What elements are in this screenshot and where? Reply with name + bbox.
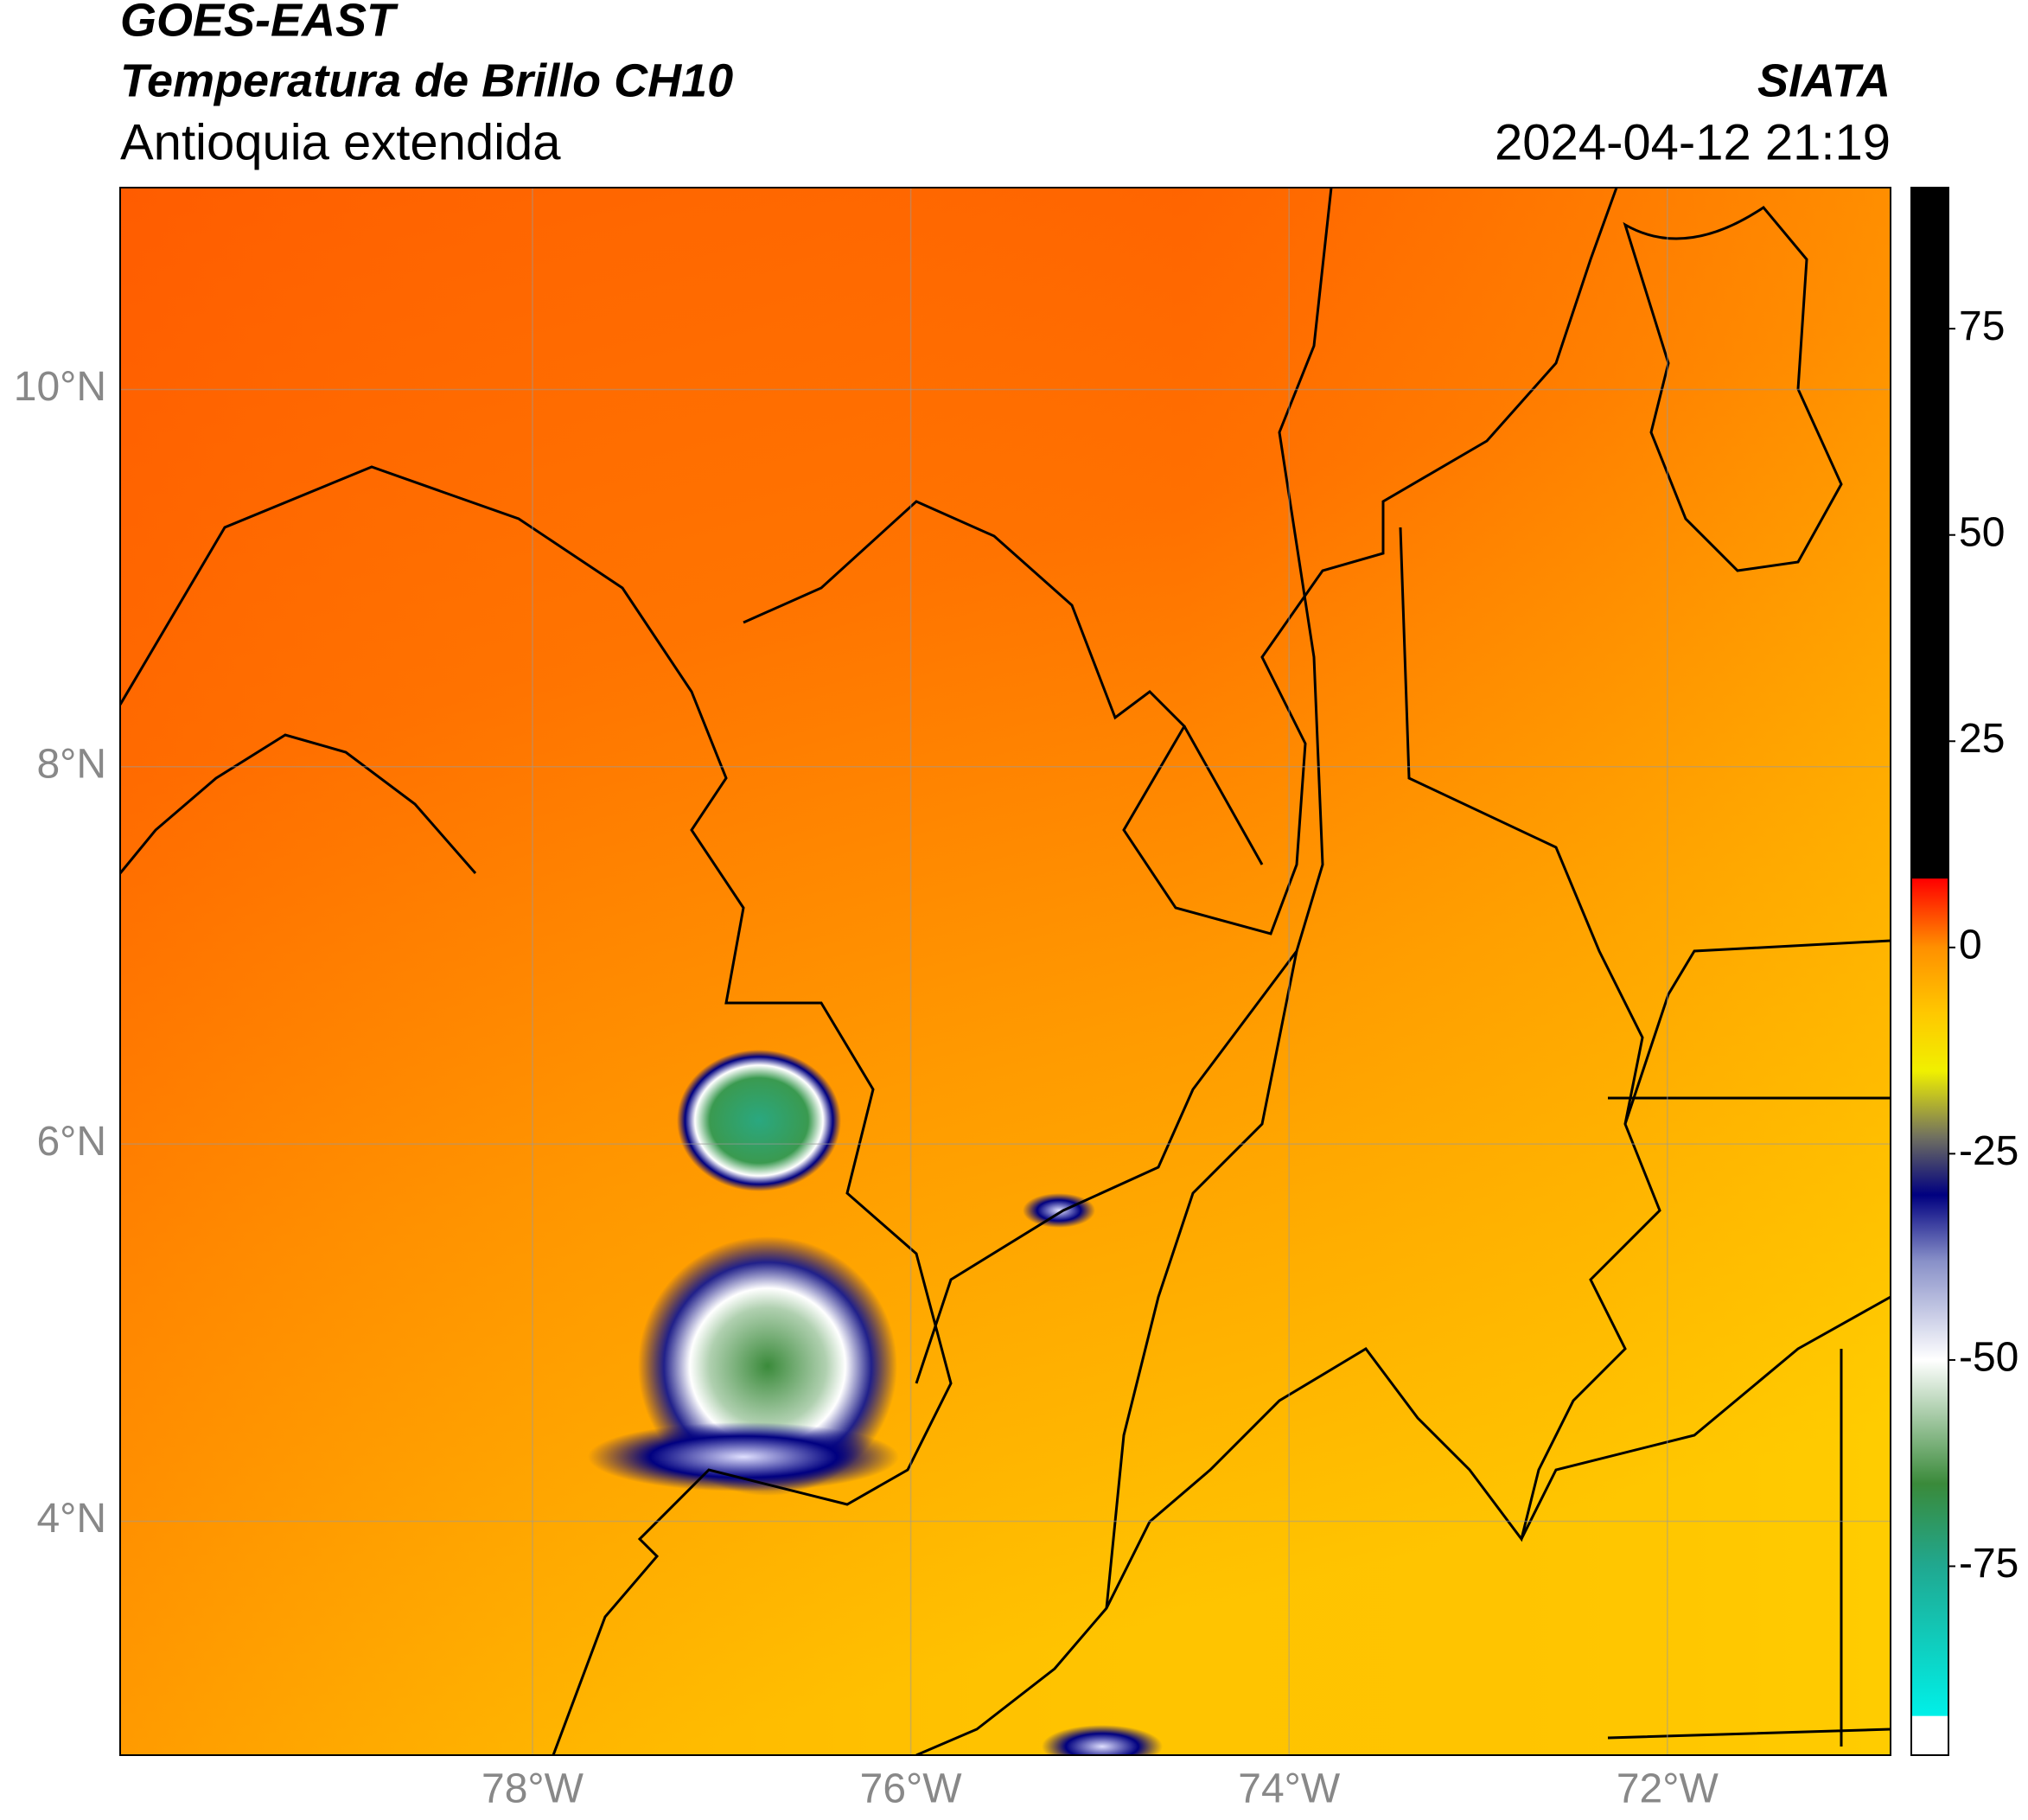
source: SIATA <box>1757 54 1891 106</box>
cloud-top <box>677 1050 841 1191</box>
x-tick-label: 76°W <box>860 1766 963 1812</box>
region: Antioquia extendida <box>120 114 561 170</box>
colorbar-tick-label: -25 <box>1959 1128 2018 1174</box>
x-tick-label: 78°W <box>481 1766 584 1812</box>
y-tick-label: 6°N <box>36 1119 106 1165</box>
cloud-top <box>1042 1725 1163 1755</box>
colorbar-tick-label: 50 <box>1959 509 2005 555</box>
map-shade <box>120 188 1891 1755</box>
colorbar <box>1910 187 1949 1756</box>
colorbar-tick-label: 25 <box>1959 716 2005 762</box>
map <box>120 188 1891 1755</box>
y-tick-label: 4°N <box>36 1496 106 1542</box>
map-frame <box>119 187 1891 1756</box>
title: GOES-EAST <box>120 0 399 46</box>
colorbar-tick-label: 75 <box>1959 303 2005 349</box>
colorbar-tick-label: -75 <box>1959 1541 2018 1587</box>
cloud-top <box>1023 1193 1095 1228</box>
x-tick-label: 74°W <box>1238 1766 1341 1812</box>
cloud-top <box>588 1422 899 1491</box>
borders <box>120 188 1891 1755</box>
x-tick-label: 72°W <box>1617 1766 1719 1812</box>
y-tick-label: 8°N <box>36 741 106 787</box>
subtitle: Temperatura de Brillo CH10 <box>120 54 733 106</box>
colorbar-tick-label: -50 <box>1959 1335 2018 1381</box>
colorbar-tick-label: 0 <box>1959 922 1982 967</box>
datetime: 2024-04-12 21:19 <box>1495 114 1891 170</box>
y-tick-label: 10°N <box>14 364 106 410</box>
